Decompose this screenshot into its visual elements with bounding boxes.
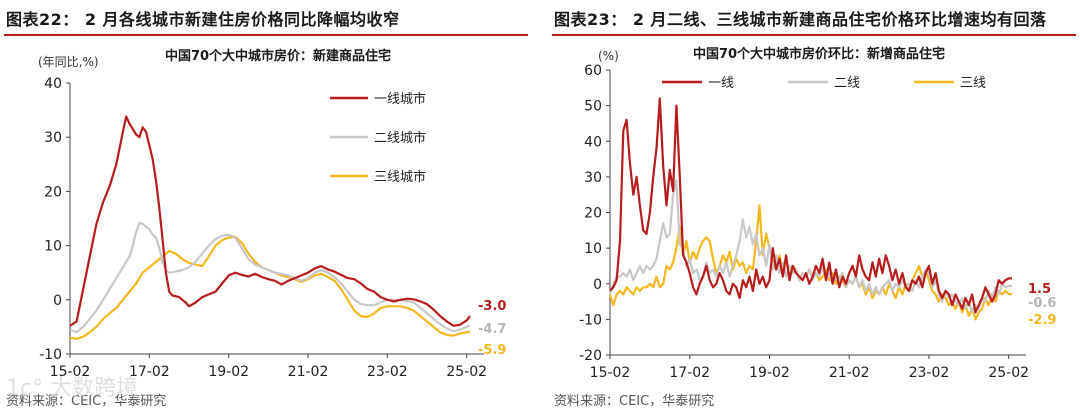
source-note: 资料来源：CEIC，华泰研究 [554,394,715,409]
x-tick-label: 23-02 [367,364,408,380]
x-tick-label: 19-02 [208,364,249,380]
y-tick-label: 30 [44,130,62,146]
x-tick-label: 25-02 [988,365,1029,381]
panel-header: 图表23： 2 月二线、三线城市新建商品住宅价格环比增速均有回落 [554,10,1047,29]
x-tick-label: 15-02 [590,365,631,381]
source-note: 资料来源：CEIC，华泰研究 [6,394,167,409]
y-tick-label: 40 [584,134,602,150]
series-end-label: -4.7 [478,322,506,337]
y-tick-label: 50 [584,99,602,115]
x-tick-label: 21-02 [829,365,870,381]
legend-label: 三线城市 [374,169,426,185]
y-tick-label: 60 [584,63,602,79]
y-axis-label: (年同比,%) [38,55,99,69]
y-tick-label: -10 [579,312,602,328]
series-end-label: -3.0 [478,299,506,314]
x-tick-label: 19-02 [749,365,790,381]
legend-label: 三线 [960,76,986,91]
chart-panel-left: 图表22： 2 月各线城市新建住房价格同比降幅均收窄 中国70个大中城市房价：新… [4,0,532,409]
chart-title: 中国70个大中城市房价：新建商品住宅 [165,48,391,64]
x-tick-label: 17-02 [669,365,710,381]
y-tick-label: 30 [584,170,602,186]
x-tick-label: 15-02 [50,364,91,380]
legend-label: 二线 [834,76,860,91]
y-tick-label: 10 [44,239,62,255]
series-end-label: -2.9 [1028,313,1056,328]
header-rule [552,34,1076,36]
x-tick-label: 25-02 [446,364,487,380]
series-end-label: -5.9 [478,343,506,358]
series-line-2 [608,179,1012,314]
panel-header: 图表22： 2 月各线城市新建住房价格同比降幅均收窄 [6,10,400,29]
x-tick-label: 23-02 [909,365,950,381]
y-axis-label: (%) [598,49,619,63]
y-tick-label: -20 [579,348,602,364]
y-tick-label: 0 [53,293,62,309]
watermark-logo: 1c° 大数跨境 [6,376,139,401]
chart-panel-right: 图表23： 2 月二线、三线城市新建商品住宅价格环比增速均有回落 中国70个大中… [552,0,1080,409]
y-tick-label: -10 [39,347,62,363]
y-tick-label: 40 [44,76,62,92]
series-line-2 [69,221,471,334]
x-tick-label: 21-02 [288,364,329,380]
header-rule [4,34,528,36]
series-line-1 [69,115,471,327]
legend-label: 一线城市 [374,91,426,107]
series-end-label: 1.5 [1028,282,1051,297]
line-chart-yoy: 中国70个大中城市房价：新建商品住宅 (年同比,%) -10 0 10 20 30 40 15-… [38,48,506,380]
line-chart-mom: 中国70个大中城市房价环比：新增商品住宅 (%) -20 -10 0 10 20 30 40 50… [579,46,1056,381]
chart-title: 中国70个大中城市房价环比：新增商品住宅 [693,46,945,62]
x-tick-label: 17-02 [129,364,170,380]
series-end-label: -0.6 [1028,296,1056,311]
y-tick-label: 10 [584,241,602,257]
series-line-1 [609,97,1012,314]
legend-label: 二线城市 [374,130,426,146]
y-tick-label: 0 [593,277,602,293]
legend-label: 一线 [708,76,734,91]
y-tick-label: 20 [584,206,602,222]
y-tick-label: 20 [44,184,62,200]
